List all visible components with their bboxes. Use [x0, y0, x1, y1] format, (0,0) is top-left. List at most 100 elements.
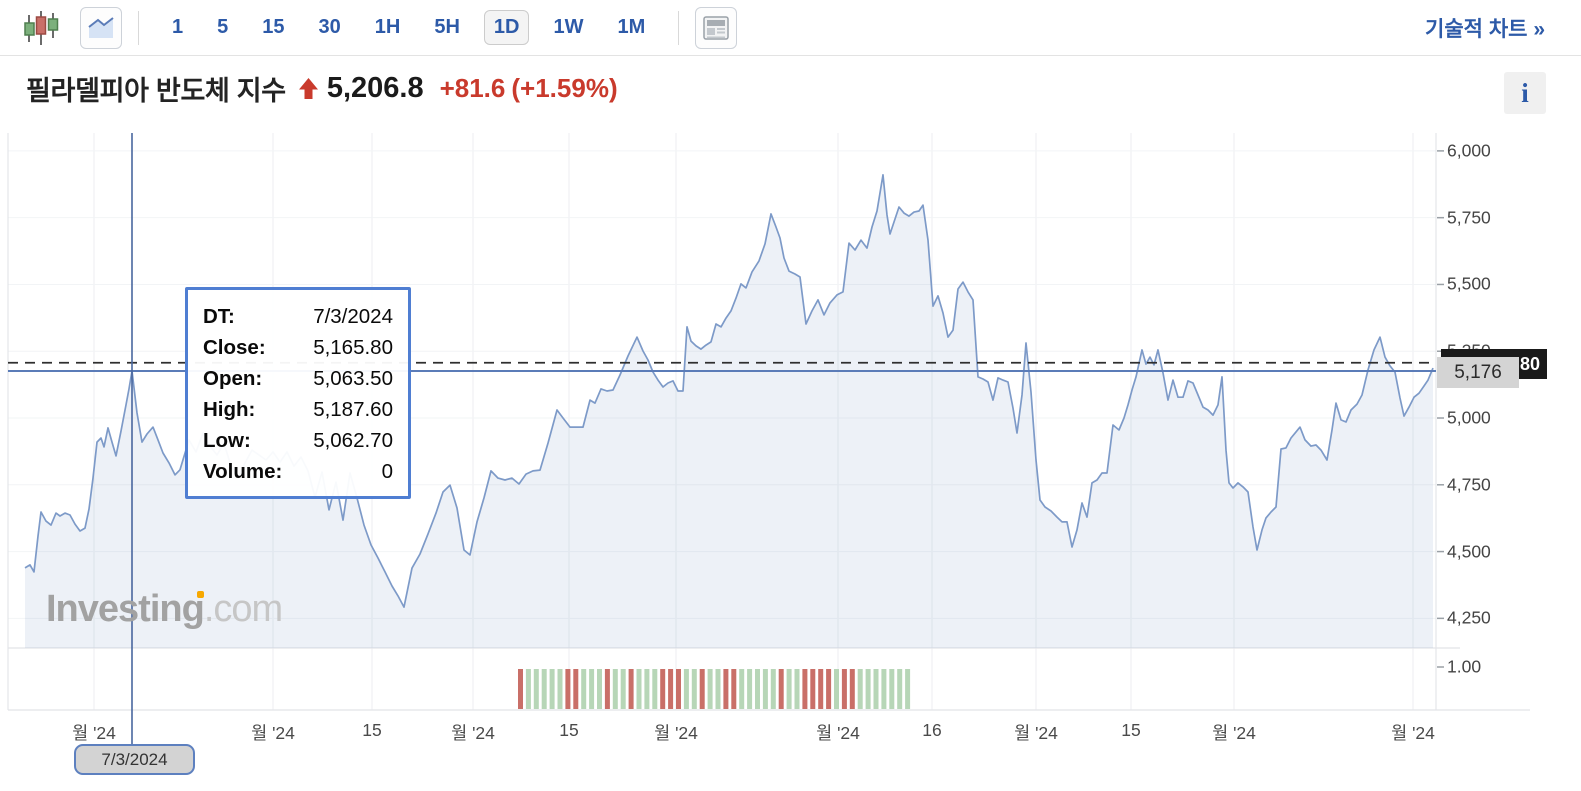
toolbar-divider — [138, 10, 139, 45]
volume-bar — [533, 669, 539, 709]
volume-bar — [644, 669, 650, 709]
last-price: 5,206.8 — [326, 71, 424, 104]
y-axis-label: 6,000 — [1447, 140, 1491, 161]
x-axis-label: 15 — [559, 720, 579, 740]
tooltip-row: Open: 5,063.50 — [203, 363, 393, 394]
volume-bar — [652, 669, 658, 709]
y-axis-label: 5,000 — [1447, 407, 1491, 428]
x-axis-label: 월 '24 — [654, 723, 698, 743]
volume-axis-label: 1.00 — [1447, 656, 1482, 677]
tooltip-label: Close: — [203, 336, 266, 359]
tooltip-label: Open: — [203, 367, 263, 390]
chart-toolbar: 1 5 15 30 1H 5H 1D 1W 1M 기술적 차트 » — [0, 0, 1581, 56]
volume-bar — [573, 669, 579, 709]
tooltip-row: Low: 5,062.70 — [203, 425, 393, 456]
volume-bar — [762, 669, 768, 709]
candlestick-chart-button[interactable] — [20, 6, 64, 50]
x-axis-label: 월 '24 — [1212, 723, 1256, 743]
volume-bar — [881, 669, 887, 709]
volume-bar — [849, 669, 855, 709]
y-axis-label: 4,250 — [1447, 607, 1491, 628]
volume-bar — [620, 669, 626, 709]
volume-bar — [707, 669, 713, 709]
timeframe-1d[interactable]: 1D — [483, 10, 530, 45]
volume-bar — [723, 669, 729, 709]
price-change: +81.6 (+1.59%) — [440, 73, 624, 104]
volume-bar — [873, 669, 879, 709]
x-axis-label: 15 — [1121, 720, 1141, 740]
volume-bar — [826, 669, 832, 709]
watermark-orange-dot — [197, 591, 204, 598]
timeframe-1[interactable]: 1 — [172, 16, 184, 38]
x-axis-label: 16 — [922, 720, 942, 740]
tooltip-value: 5,165.80 — [313, 336, 393, 359]
crosshair-date-label: 7/3/2024 — [74, 744, 195, 775]
volume-bar — [604, 669, 610, 709]
volume-bar — [715, 669, 721, 709]
technical-chart-link[interactable]: 기술적 차트 » — [1425, 17, 1545, 41]
tooltip-row: Close: 5,165.80 — [203, 332, 393, 363]
timeframe-1w[interactable]: 1W — [553, 16, 584, 38]
volume-bar — [841, 669, 847, 709]
chart-tooltip: DT: 7/3/2024 Close: 5,165.80 Open: 5,063.50 Hi… — [185, 287, 411, 499]
volume-bar — [676, 669, 681, 709]
timeframe-1m[interactable]: 1M — [617, 16, 646, 38]
tooltip-label: High: — [203, 398, 256, 421]
timeframe-1h[interactable]: 1H — [374, 16, 401, 38]
y-axis-label: 5,500 — [1447, 273, 1491, 294]
tooltip-row: DT: 7/3/2024 — [203, 301, 393, 332]
volume-bar — [557, 669, 563, 709]
x-axis-label: 월 '24 — [251, 723, 295, 743]
timeframe-15[interactable]: 15 — [262, 16, 285, 38]
volume-bar — [541, 669, 547, 709]
volume-bar — [683, 669, 689, 709]
news-view-button[interactable] — [695, 6, 738, 49]
volume-bar — [628, 669, 634, 709]
x-axis-label: 15 — [362, 720, 382, 740]
volume-bar — [597, 669, 602, 709]
instrument-header: 필라델피아 반도체 지수 5,206.8 +81.6 (+1.59%) — [26, 60, 624, 116]
volume-bar — [778, 669, 784, 709]
timeframe-5h[interactable]: 5H — [434, 16, 460, 38]
change-value: +81.6 — [439, 72, 506, 103]
volume-bar — [747, 669, 753, 709]
timeframe-5[interactable]: 5 — [217, 16, 229, 38]
tooltip-value: 7/3/2024 — [313, 305, 393, 328]
volume-bar — [565, 669, 571, 709]
volume-bar — [731, 669, 737, 709]
y-axis-label: 5,750 — [1447, 207, 1491, 228]
tooltip-row: High: 5,187.60 — [203, 394, 393, 425]
volume-bar — [897, 669, 903, 709]
volume-bar — [699, 669, 705, 709]
volume-bar — [905, 669, 911, 709]
line-chart-button[interactable] — [80, 6, 122, 49]
volume-bar — [834, 669, 839, 709]
crosshair-price-label: 5,176 — [1437, 357, 1519, 388]
volume-bar — [691, 669, 697, 709]
y-axis-label: 4,500 — [1447, 541, 1491, 562]
volume-bar — [794, 669, 800, 709]
timeframe-30[interactable]: 30 — [318, 16, 341, 38]
toolbar-divider-2 — [678, 10, 680, 45]
price-area-fill — [25, 174, 1433, 648]
news-icon — [703, 15, 730, 40]
volume-bar — [889, 669, 895, 709]
volume-bar — [770, 669, 776, 709]
x-axis-label: 월 '24 — [816, 723, 860, 743]
volume-bar — [525, 669, 531, 709]
volume-bar — [857, 669, 863, 709]
volume-bar — [660, 669, 666, 709]
info-button[interactable]: i — [1504, 72, 1546, 114]
volume-bar — [612, 669, 618, 709]
tooltip-value: 5,063.50 — [313, 367, 393, 390]
tooltip-value: 0 — [381, 460, 393, 483]
tooltip-label: DT: — [203, 305, 235, 328]
price-up-arrow-icon — [298, 77, 318, 99]
watermark-suffix: .com — [203, 588, 283, 630]
volume-bar — [589, 669, 595, 709]
x-axis-label: 월 '24 — [72, 723, 116, 743]
volume-bar — [865, 669, 871, 709]
change-percent: (+1.59%) — [511, 72, 618, 103]
tooltip-row: Volume: 0 — [203, 456, 393, 487]
